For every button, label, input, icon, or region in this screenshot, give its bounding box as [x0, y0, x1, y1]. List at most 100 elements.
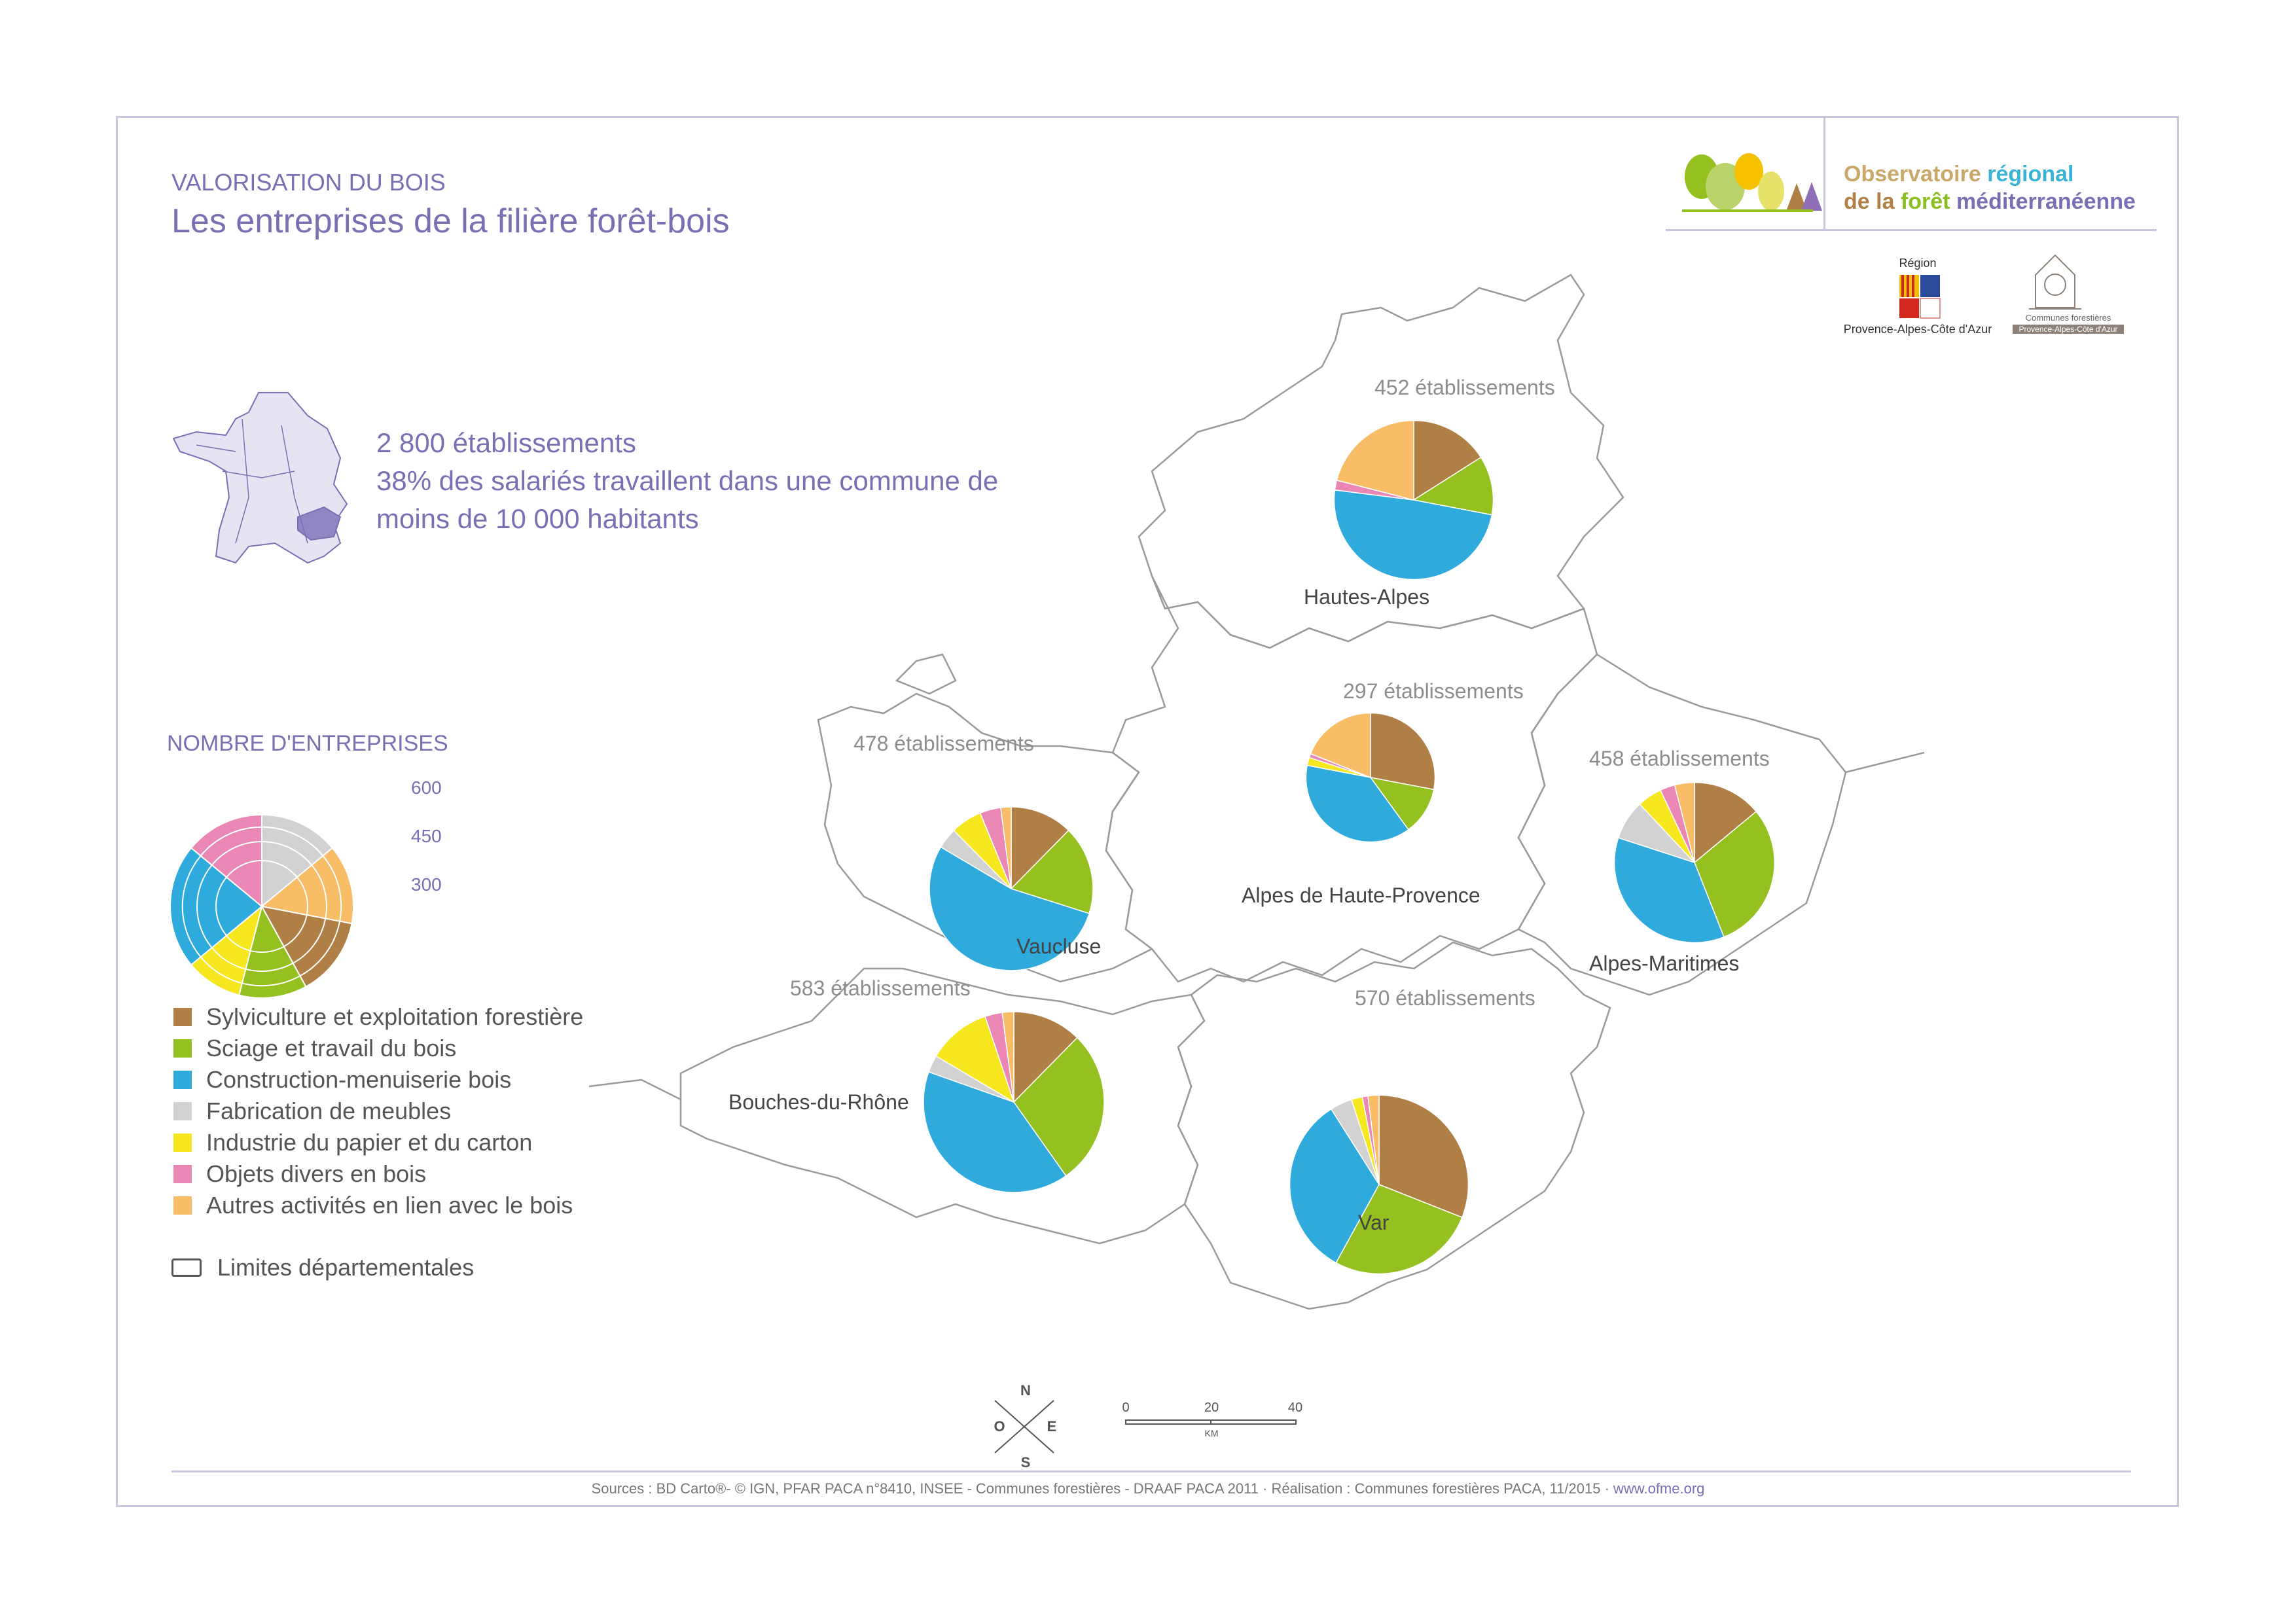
- pie-slice-3: [923, 1071, 1067, 1193]
- size-disc-slice: [260, 876, 308, 916]
- org-word-regional: régional: [1987, 162, 2074, 187]
- size-disc-slice: [215, 876, 263, 937]
- map-subtitle: VALORISATION DU BOIS: [171, 169, 446, 196]
- pie-slice-2: [1335, 1184, 1463, 1275]
- ofme-logo-icon: [1682, 153, 1822, 212]
- legend-swatch-autres: [173, 1196, 192, 1215]
- pie-hautes-alpes: [1333, 419, 1494, 580]
- region-name: Provence-Alpes-Côte d'Azur: [1843, 323, 1992, 336]
- pie-slice-1: [1694, 781, 1757, 864]
- legend-item: Industrie du papier et du carton: [173, 1127, 583, 1158]
- communes-region: Provence-Alpes-Côte d'Azur: [2013, 325, 2124, 334]
- legend-swatch-papier: [173, 1133, 192, 1152]
- legend-label: Sylviculture et exploitation forestière: [206, 1003, 584, 1030]
- scale-label-40: 40: [1287, 1400, 1303, 1415]
- communes-label: Communes forestières: [2025, 313, 2111, 323]
- name-var: Var: [1358, 1211, 1390, 1234]
- legend-label: Sciage et travail du bois: [206, 1035, 457, 1061]
- stat-line-3: moins de 10 000 habitants: [376, 503, 699, 534]
- count-hautes-alpes: 452 établissements: [1374, 376, 1555, 399]
- logo-divider: [1823, 118, 1825, 229]
- count-alpes-maritimes: 458 établissements: [1589, 747, 1770, 770]
- name-hautes-alpes: Hautes-Alpes: [1304, 585, 1430, 609]
- pie-alpes-de-haute-provence: [1305, 712, 1436, 843]
- compass-rose-icon: [994, 1400, 1054, 1454]
- legend-swatch-meubles: [173, 1102, 192, 1120]
- ofme-link[interactable]: www.ofme.org: [1613, 1480, 1705, 1497]
- legend-swatch-objets: [173, 1165, 192, 1183]
- legend-item: Construction-menuiserie bois: [173, 1064, 583, 1096]
- legend-item: Fabrication de meubles: [173, 1096, 583, 1127]
- size-disc-slice: [260, 905, 308, 948]
- size-disc-150: [215, 859, 308, 953]
- size-legend-title: NOMBRE D'ENTREPRISES: [167, 731, 448, 756]
- map-frame: [116, 116, 2179, 1507]
- count-vaucluse: 478 établissements: [853, 732, 1034, 755]
- pie-slice-2: [1010, 829, 1094, 914]
- legend-label: Construction-menuiserie bois: [206, 1066, 512, 1093]
- limits-label: Limites départementales: [217, 1254, 475, 1281]
- pie-slice-1: [1011, 806, 1069, 890]
- count-var: 570 établissements: [1355, 986, 1535, 1010]
- stat-line-2: 38% des salariés travaillent dans une co…: [376, 465, 999, 496]
- map-title: Les entreprises de la filière forêt-bois: [171, 202, 730, 240]
- compass-north-label: N: [1020, 1382, 1031, 1399]
- pie-slice-1: [1378, 1094, 1469, 1219]
- legend-swatch-construction: [173, 1071, 192, 1089]
- size-disc-slice: [261, 859, 298, 908]
- name-alpes-haute-provence: Alpes de Haute-Provence: [1242, 883, 1480, 907]
- vaucluse-boundary: [817, 653, 1154, 983]
- legend-swatch-sylviculture: [173, 1008, 192, 1026]
- pie-slice-7: [1310, 712, 1371, 779]
- pie-charts-layer: [923, 419, 1776, 1275]
- pie-slice-2: [1412, 456, 1494, 516]
- france-inset-map: [172, 392, 348, 564]
- pie-alpes-maritimes: [1613, 781, 1776, 944]
- compass-south-label: S: [1020, 1454, 1031, 1471]
- source-credits: Sources : BD Carto®- © IGN, PFAR PACA n°…: [0, 1480, 2296, 1497]
- pie-slice-3: [1613, 837, 1725, 944]
- name-alpes-maritimes: Alpes-Maritimes: [1589, 952, 1740, 975]
- legend-item: Objets divers en bois: [173, 1158, 583, 1190]
- legend-item: Autres activités en lien avec le bois: [173, 1190, 583, 1221]
- outer-coast: [588, 751, 1925, 1101]
- size-legend-300: 300: [411, 874, 442, 895]
- footer-divider: [171, 1471, 2131, 1472]
- pie-slice-3: [1333, 489, 1493, 580]
- pie-slice-7: [1000, 806, 1012, 889]
- scale-unit: KM: [1204, 1428, 1219, 1438]
- region-flag-icon: [1899, 275, 1941, 319]
- pie-slice-3: [1305, 764, 1409, 843]
- pie-slice-7: [1001, 1011, 1014, 1103]
- name-vaucluse: Vaucluse: [1016, 935, 1102, 958]
- size-legend-graphic: [169, 813, 354, 999]
- pie-slice-1: [1013, 1011, 1078, 1103]
- stat-line-1: 2 800 établissements: [376, 427, 636, 458]
- scale-label-20: 20: [1204, 1400, 1219, 1415]
- pie-vaucluse: [929, 806, 1094, 971]
- pie-slice-3: [1289, 1108, 1380, 1264]
- pie-slice-2: [1013, 1037, 1105, 1177]
- region-label: Région: [1899, 257, 1937, 270]
- size-legend-450: 450: [411, 826, 442, 846]
- legend-item: Sciage et travail du bois: [173, 1033, 583, 1064]
- pie-var: [1289, 1094, 1469, 1275]
- source-text: Sources : BD Carto®- © IGN, PFAR PACA n°…: [591, 1480, 1614, 1497]
- pie-slice-7: [1336, 419, 1414, 501]
- count-alpes-haute-provence: 297 établissements: [1343, 679, 1524, 703]
- pie-slice-7: [1674, 781, 1695, 863]
- pie-slice-3: [929, 846, 1090, 971]
- org-word-mediterraneenne: méditerranéenne: [1956, 189, 2136, 214]
- size-disc-slice: [225, 859, 262, 908]
- var-boundary: [1177, 941, 1611, 1310]
- compass-west-label: O: [994, 1418, 1005, 1435]
- pie-slice-2: [1369, 776, 1435, 830]
- legend-label: Autres activités en lien avec le bois: [206, 1192, 573, 1219]
- scale-label-0: 0: [1122, 1400, 1130, 1415]
- name-bouches-du-rhone: Bouches-du-Rhône: [728, 1090, 909, 1114]
- compass-east-label: E: [1047, 1418, 1057, 1435]
- communes-logo-icon: [2029, 254, 2081, 310]
- pie-slice-1: [1413, 419, 1482, 501]
- category-legend: Sylviculture et exploitation forestière …: [173, 1001, 583, 1221]
